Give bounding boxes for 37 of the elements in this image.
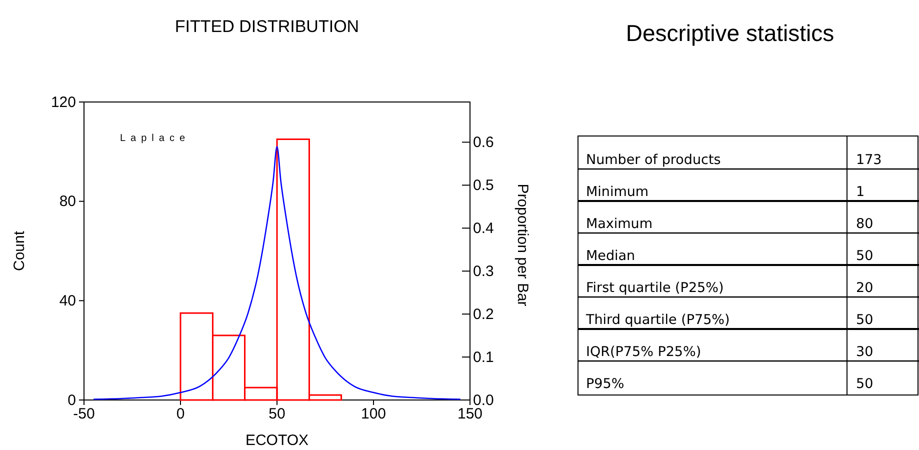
chart-title: FITTED DISTRIBUTION bbox=[174, 17, 360, 36]
y2-tick-label: 0.2 bbox=[473, 306, 494, 323]
text: Descriptive statistics bbox=[626, 20, 834, 46]
x-axis-title: ECOTOX bbox=[245, 432, 309, 449]
data-label: 50 bbox=[856, 376, 874, 392]
y2-tick-label: 0.6 bbox=[473, 134, 494, 152]
data-label: 20 bbox=[856, 280, 874, 296]
category-label: Minimum bbox=[586, 184, 649, 200]
annotation: Laplace bbox=[120, 133, 190, 144]
category-label: First quartile (P25%) bbox=[586, 280, 724, 296]
y2-axis-title: Proportion per Bar bbox=[514, 184, 531, 306]
data-label: 1 bbox=[856, 184, 865, 200]
category-label: Median bbox=[586, 248, 636, 264]
category-label: Maximum bbox=[586, 216, 653, 232]
y-tick-label: 40 bbox=[59, 292, 76, 310]
line-series bbox=[93, 146, 461, 400]
y2-tick-label: 0.3 bbox=[473, 262, 494, 280]
data-label: 50 bbox=[856, 312, 874, 328]
y2-tick-label: 0.4 bbox=[473, 220, 494, 237]
data-label: 173 bbox=[856, 152, 882, 168]
y-tick-label: 0 bbox=[68, 392, 76, 409]
category-label: IQR(P75% P25%) bbox=[586, 344, 702, 360]
data-label: 50 bbox=[856, 248, 874, 264]
y-tick-label: 80 bbox=[59, 193, 76, 210]
data-label: 80 bbox=[856, 216, 874, 232]
x-tick-label: -50 bbox=[73, 406, 95, 423]
y2-tick-label: 0.5 bbox=[473, 176, 494, 194]
category-label: Third quartile (P75%) bbox=[585, 312, 730, 328]
y-axis-title: Count bbox=[11, 230, 28, 272]
x-tick-label: 0 bbox=[176, 406, 185, 423]
data-label: 30 bbox=[856, 344, 874, 360]
x-tick-label: 100 bbox=[360, 406, 386, 423]
x-tick-label: 50 bbox=[268, 406, 286, 423]
category-label: P95% bbox=[586, 376, 624, 392]
y2-tick-label: 0.1 bbox=[473, 348, 494, 366]
category-label: Number of products bbox=[586, 152, 721, 168]
y-tick-label: 120 bbox=[50, 94, 76, 111]
